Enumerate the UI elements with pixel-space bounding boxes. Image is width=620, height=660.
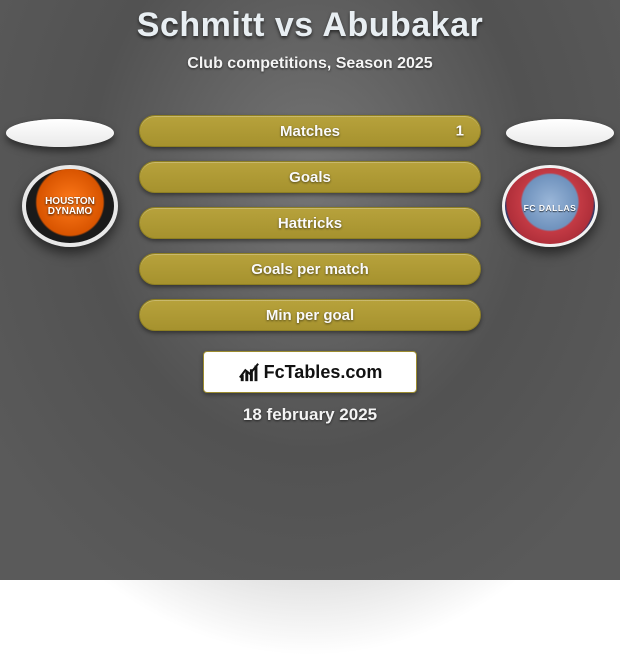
right-player-ellipse <box>506 119 614 147</box>
stat-bars: Matches 1 Goals Hattricks Goals per matc… <box>139 115 481 331</box>
left-player-ellipse <box>6 119 114 147</box>
stat-bar-min-per-goal: Min per goal <box>139 299 481 331</box>
stat-bar-matches: Matches 1 <box>139 115 481 147</box>
bar-chart-icon <box>238 361 260 383</box>
brand-attribution[interactable]: FcTables.com <box>203 351 417 393</box>
stat-value-right: 1 <box>456 123 464 140</box>
stat-bar-goals-per-match: Goals per match <box>139 253 481 285</box>
right-team-badge-label: FC DALLAS <box>524 200 577 213</box>
page-title: Schmitt vs Abubakar <box>137 6 483 45</box>
right-team-badge: FC DALLAS <box>502 165 598 247</box>
stat-label: Goals per match <box>251 261 369 278</box>
stat-label: Hattricks <box>278 215 342 232</box>
stat-bar-hattricks: Hattricks <box>139 207 481 239</box>
stat-label: Matches <box>280 123 340 140</box>
stat-label: Goals <box>289 169 331 186</box>
page-subtitle: Club competitions, Season 2025 <box>187 55 432 73</box>
content-container: Schmitt vs Abubakar Club competitions, S… <box>0 0 620 421</box>
comparison-area: HOUSTONDYNAMO FC DALLAS Matches 1 Goals … <box>0 111 620 421</box>
stat-bar-goals: Goals <box>139 161 481 193</box>
comparison-date: 18 february 2025 <box>243 405 377 425</box>
left-team-badge-label: HOUSTONDYNAMO <box>45 195 95 218</box>
stat-label: Min per goal <box>266 307 354 324</box>
brand-text: FcTables.com <box>264 362 383 383</box>
left-team-badge: HOUSTONDYNAMO <box>22 165 118 247</box>
